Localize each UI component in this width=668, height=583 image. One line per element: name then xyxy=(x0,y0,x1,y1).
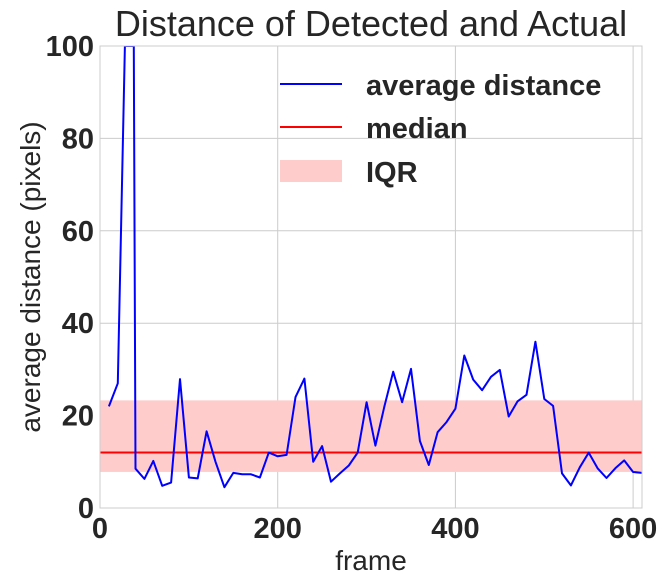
x-axis-label: frame xyxy=(335,545,407,576)
plot-area xyxy=(100,46,642,489)
y-tick-label: 60 xyxy=(62,216,94,248)
legend-iqr-swatch xyxy=(280,160,342,182)
y-tick-label: 20 xyxy=(62,401,94,433)
y-tick-label: 0 xyxy=(78,493,94,525)
x-tick-label: 0 xyxy=(92,513,108,545)
legend: average distance median IQR xyxy=(280,70,601,189)
x-tick-label: 200 xyxy=(254,513,302,545)
chart-title: Distance of Detected and Actual xyxy=(115,3,627,44)
iqr-band xyxy=(100,400,642,472)
y-tick-label: 40 xyxy=(62,308,94,340)
legend-average-label: average distance xyxy=(366,70,601,102)
y-tick-label: 80 xyxy=(62,123,94,155)
y-tick-label: 100 xyxy=(46,31,94,63)
legend-median-label: median xyxy=(366,113,468,145)
average-distance-line xyxy=(107,46,642,489)
legend-iqr-label: IQR xyxy=(366,157,418,189)
y-tick-labels: 0 20 40 60 80 100 xyxy=(46,31,94,525)
x-tick-label: 400 xyxy=(431,513,479,545)
x-tick-labels: 0 200 400 600 xyxy=(92,513,657,545)
x-tick-label: 600 xyxy=(609,513,657,545)
plot-frame xyxy=(99,45,643,509)
y-axis-label: average distance (pixels) xyxy=(15,121,46,432)
